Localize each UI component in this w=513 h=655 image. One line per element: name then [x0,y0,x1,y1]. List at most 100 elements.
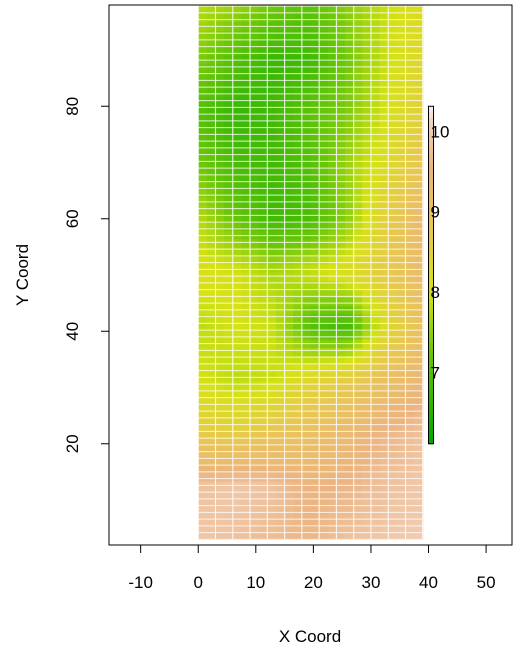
heatmap-cell [379,531,389,540]
colorbar-tick-label: 7 [431,363,440,382]
heatmap-cell [405,171,415,181]
heatmap-cell [379,38,389,48]
colorbar-segment [428,308,434,315]
heatmap-cell [224,497,234,507]
heatmap-cell [232,322,243,332]
heatmap-cell [319,497,329,507]
heatmap-cell [319,30,329,39]
heatmap-cell [310,105,320,115]
heatmap-cell [250,313,260,323]
heatmap-cell [258,439,268,449]
heatmap-cell [301,213,312,223]
heatmap-cell [310,414,320,424]
heatmap-cell [215,88,225,98]
heatmap-cell [379,439,389,449]
heatmap-cell [206,146,217,156]
heatmap-cell [336,213,346,223]
heatmap-cell [267,272,277,282]
heatmap-cell [414,171,424,181]
heatmap-cell [345,138,355,148]
heatmap-cell [215,389,225,399]
heatmap-cell [232,180,243,190]
heatmap-cell [198,247,208,257]
heatmap-cell [258,180,268,190]
heatmap-cell [215,364,225,373]
heatmap-cell [362,397,372,407]
heatmap-cell [345,230,355,240]
heatmap-cell [198,155,208,165]
heatmap-cell [215,489,225,499]
heatmap-cell [319,430,329,440]
heatmap-cell [275,113,286,123]
heatmap-cell [336,405,346,415]
heatmap-cell [370,263,381,273]
heatmap-cell [319,171,329,181]
colorbar-segment [428,263,434,270]
heatmap-cell [362,71,372,81]
heatmap-cell [198,30,208,39]
heatmap-cell [198,55,208,65]
heatmap-cell [362,522,372,532]
heatmap-cell [301,522,312,532]
heatmap-cell [258,347,268,357]
heatmap-cell [379,364,389,373]
heatmap-cell [267,422,277,432]
heatmap-cell [232,464,243,474]
heatmap-cell [275,313,286,323]
heatmap-cell [327,213,338,223]
colorbar-segment [428,162,434,169]
heatmap-cell [405,280,415,290]
heatmap-cell [310,263,320,273]
heatmap-cell [370,30,381,39]
heatmap-cell [284,347,294,357]
heatmap-cell [232,155,243,165]
heatmap-cell [232,146,243,156]
heatmap-cell [362,313,372,323]
heatmap-cell [388,405,398,415]
heatmap-cell [232,230,243,240]
colorbar-segment [428,297,434,304]
heatmap-cell [336,155,346,165]
heatmap-cell [301,313,312,323]
heatmap-cell [267,322,277,332]
heatmap-cell [405,213,415,223]
heatmap-cell [370,472,381,482]
heatmap-cell [396,464,407,474]
heatmap-cell [301,464,312,474]
heatmap-cell [370,489,381,499]
heatmap-cell [405,55,415,65]
heatmap-cell [336,121,346,131]
heatmap-cell [353,380,363,390]
heatmap-cell [267,280,277,290]
heatmap-cell [198,71,208,81]
heatmap-cell [396,497,407,507]
heatmap-cell [336,88,346,98]
heatmap-cell [414,230,424,240]
heatmap-cell [327,88,338,98]
heatmap-cell [206,5,217,14]
heatmap-cell [379,205,389,215]
heatmap-cell [224,146,234,156]
heatmap-cell [362,205,372,215]
heatmap-cell [370,255,381,265]
heatmap-cell [379,80,389,90]
heatmap-cell [336,138,346,148]
heatmap-cell [379,288,389,298]
heatmap-cell [258,63,268,73]
heatmap-cell [379,55,389,65]
heatmap-cell [241,364,251,373]
heatmap-cell [345,439,355,449]
heatmap-cell [267,38,277,48]
heatmap-cell [215,422,225,432]
heatmap-cell [275,272,286,282]
heatmap-cell [405,71,415,81]
heatmap-cell [250,30,260,39]
heatmap-cell [241,38,251,48]
heatmap-cell [241,263,251,273]
heatmap-cell [327,405,338,415]
heatmap-cell [353,146,363,156]
heatmap-cell [241,505,251,515]
colorbar-segment [428,393,434,400]
heatmap-cell [198,238,208,248]
